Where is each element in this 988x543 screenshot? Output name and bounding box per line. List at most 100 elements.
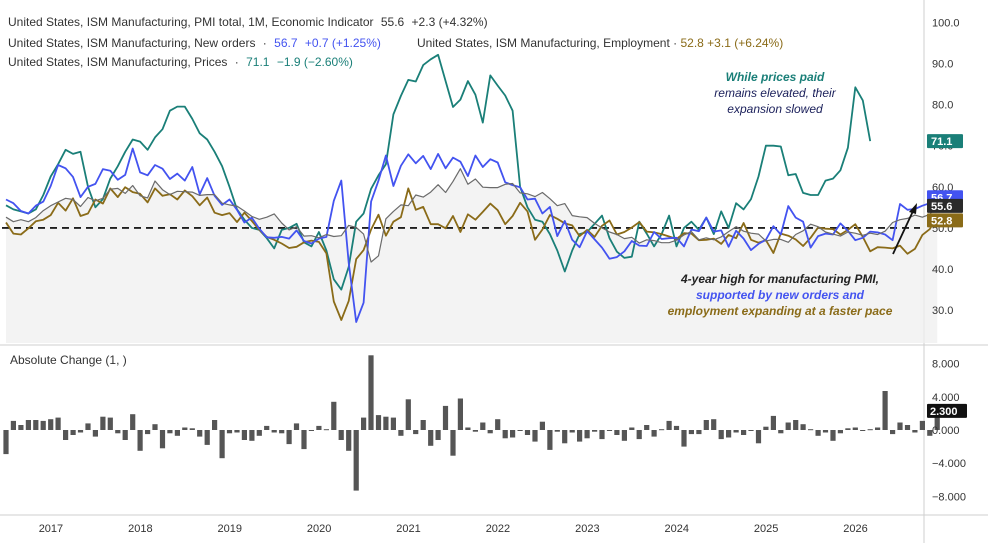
legend-pmi: United States, ISM Manufacturing, PMI to… — [8, 15, 492, 29]
annotation-prices: While prices paid remains elevated, thei… — [690, 69, 860, 117]
x-tick-label: 2019 — [218, 523, 242, 535]
legend-pmi-label: United States, ISM Manufacturing, PMI to… — [8, 15, 374, 29]
annotation-pmi-line1: 4-year high for manufacturing PMI, — [680, 272, 880, 286]
change-bar — [293, 423, 300, 430]
change-bar — [599, 430, 605, 440]
sub-last-value-tag — [927, 403, 967, 418]
change-bar — [733, 430, 739, 433]
change-bar — [852, 427, 858, 430]
change-bar — [629, 427, 635, 430]
legend-prices-change: −1.9 (−2.60%) — [276, 55, 353, 69]
legend-employment: United States, ISM Manufacturing, Employ… — [417, 36, 783, 50]
change-bar — [696, 430, 702, 435]
change-bar — [510, 430, 516, 438]
change-bar — [286, 430, 292, 445]
change-bar — [279, 430, 285, 434]
change-bar — [547, 430, 553, 450]
change-bar — [830, 430, 836, 441]
change-bar — [197, 430, 203, 437]
change-bar — [636, 430, 642, 440]
change-bar — [368, 355, 374, 430]
change-bar — [361, 417, 367, 430]
change-bar — [70, 430, 76, 435]
change-bar — [688, 430, 694, 435]
annotation-prices-line1: While prices paid — [725, 70, 825, 84]
change-bar — [167, 430, 173, 434]
legend-pmi-change: +2.3 (+4.32%) — [411, 15, 488, 29]
change-bar — [793, 420, 799, 430]
change-bar — [398, 430, 404, 436]
x-tick-label: 2017 — [39, 523, 63, 535]
change-bar — [249, 430, 255, 441]
legend-employment-label: United States, ISM Manufacturing, Employ… — [417, 36, 670, 50]
change-bar — [122, 430, 128, 440]
change-bar — [219, 430, 225, 459]
y-tick-label: 40.0 — [932, 264, 953, 276]
change-bar — [420, 420, 426, 430]
change-bar — [748, 430, 754, 431]
change-bar — [353, 430, 359, 491]
legend-employment-value: 52.8 — [680, 36, 704, 50]
change-bar — [159, 430, 166, 449]
legend-new-orders-label: United States, ISM Manufacturing, New or… — [8, 36, 256, 50]
change-bar — [450, 430, 456, 456]
change-bar — [912, 430, 918, 433]
last-value-tag-pmi — [927, 198, 963, 213]
change-bar — [606, 430, 613, 431]
change-bar — [711, 419, 717, 430]
change-bar — [92, 430, 98, 437]
change-bar — [800, 424, 806, 430]
x-tick-label: 2022 — [486, 523, 510, 535]
change-bar — [659, 429, 665, 431]
change-bar — [182, 427, 188, 430]
change-bar — [554, 430, 560, 432]
change-bar — [763, 426, 769, 430]
change-bar — [562, 430, 568, 444]
change-bar — [897, 422, 903, 430]
series-line-pmi — [5, 168, 938, 263]
legend-employment-dot: · — [673, 36, 678, 50]
change-bar — [40, 420, 46, 430]
change-bar — [837, 430, 843, 434]
change-bar — [115, 430, 121, 434]
change-bar — [390, 417, 396, 430]
change-bar — [63, 430, 69, 440]
change-bar — [107, 417, 113, 430]
last-value-label-prices: 71.1 — [931, 136, 952, 148]
change-bar — [33, 420, 39, 430]
change-bar — [726, 430, 732, 438]
change-bar — [524, 430, 531, 435]
last-value-label-employment: 52.8 — [931, 215, 952, 227]
change-bar — [137, 430, 143, 451]
legend-prices-label: United States, ISM Manufacturing, Prices — [8, 55, 228, 69]
change-bar — [875, 427, 881, 430]
change-bar — [755, 430, 762, 444]
change-bar — [882, 391, 888, 430]
series-line-prices — [5, 53, 872, 291]
change-bar — [703, 420, 709, 430]
x-tick-label: 2026 — [843, 523, 867, 535]
legend-prices: United States, ISM Manufacturing, Prices… — [8, 55, 357, 69]
series-line-employment — [5, 186, 939, 321]
change-bar — [100, 416, 106, 430]
annotation-arrow — [892, 208, 915, 255]
sub-y-tick-label: 4.000 — [932, 392, 960, 404]
sub-last-value-label: 2.300 — [930, 406, 958, 418]
y-tick-label: 100.0 — [932, 17, 960, 29]
change-bar — [152, 424, 158, 430]
x-tick-label: 2025 — [754, 523, 778, 535]
change-bar — [867, 429, 873, 431]
change-bar — [301, 430, 307, 450]
change-bar — [770, 415, 776, 430]
change-bar — [130, 414, 136, 430]
change-bar — [502, 430, 508, 439]
change-bar — [383, 416, 389, 430]
last-value-tag-employment — [927, 213, 963, 228]
change-bar — [495, 419, 501, 430]
legend-prices-value: 71.1 — [246, 55, 270, 69]
change-bar — [584, 430, 590, 439]
change-bar — [442, 405, 449, 430]
change-bar — [472, 430, 478, 432]
change-bar — [822, 430, 829, 433]
